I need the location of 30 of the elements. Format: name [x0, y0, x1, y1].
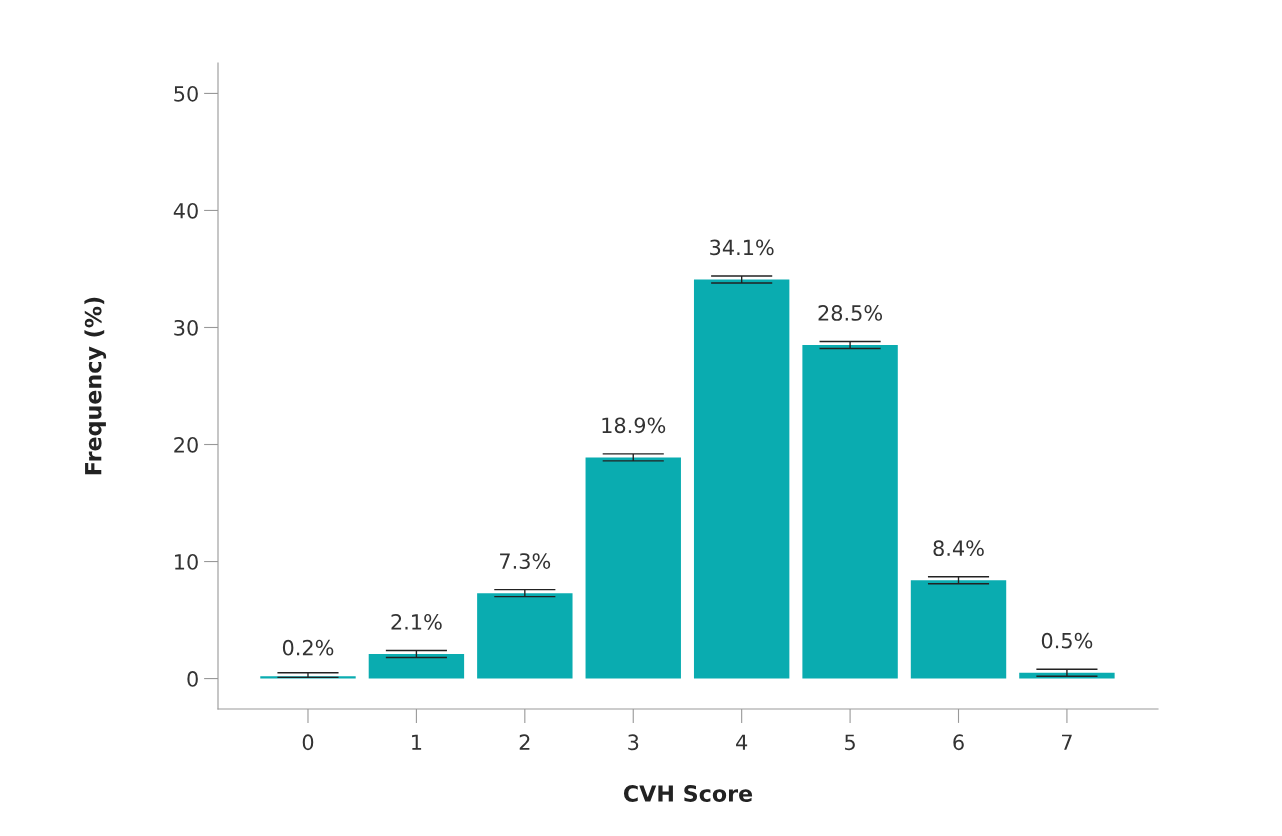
y-tick-label: 0 [187, 671, 198, 687]
bar [477, 593, 573, 679]
x-tick-label: 5 [845, 734, 855, 751]
x-tick-label: 1 [412, 734, 422, 750]
data-label: 0.2% [282, 639, 334, 656]
y-tick-label: 10 [175, 554, 198, 570]
y-tick-label: 30 [174, 319, 198, 336]
y-tick-label: 40 [173, 202, 198, 219]
data-label: 34.1% [710, 239, 774, 256]
data-label: 2.1% [391, 614, 442, 630]
y-axis-title: Frequency (%) [84, 297, 107, 475]
data-label: 18.9% [602, 417, 666, 434]
x-tick-label: 0 [302, 734, 314, 751]
bar [368, 654, 465, 679]
x-tick-label: 4 [736, 734, 748, 750]
bar [802, 345, 898, 679]
x-tick-label: 7 [1062, 734, 1072, 750]
bar [585, 457, 681, 679]
x-tick-label: 6 [953, 734, 964, 751]
x-tick-label: 2 [519, 734, 530, 750]
x-axis-title: CVH Score [623, 785, 753, 802]
data-label: 0.5% [1041, 632, 1093, 649]
bar [910, 580, 1007, 679]
y-tick-label: 20 [174, 436, 198, 453]
data-label: 7.3% [500, 553, 551, 569]
data-label: 8.4% [933, 540, 984, 557]
bar [693, 279, 790, 679]
data-label: 28.5% [818, 305, 883, 321]
x-tick-label: 3 [628, 734, 639, 751]
y-tick-label: 50 [174, 85, 198, 102]
